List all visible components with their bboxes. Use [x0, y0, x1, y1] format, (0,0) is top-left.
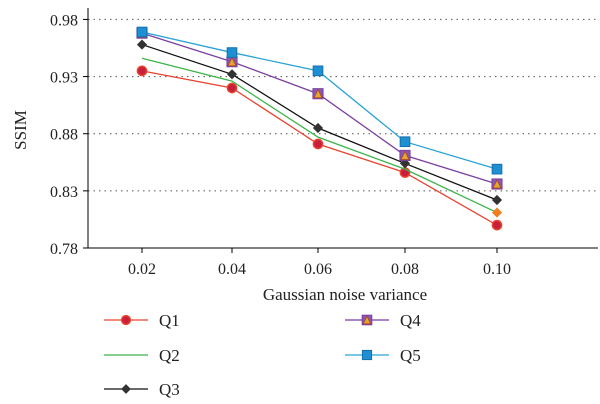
data-point-marker	[312, 65, 324, 77]
series-q4	[136, 27, 503, 190]
data-point-marker	[136, 39, 148, 50]
x-tick-labels: 0.02 0.04 0.06 0.08 0.10	[128, 248, 511, 278]
data-point-marker-inner	[362, 315, 372, 325]
data-point-marker	[312, 122, 324, 134]
legend-item-q1: Q1	[104, 311, 180, 330]
data-point-marker	[491, 194, 503, 206]
series-layer	[136, 26, 503, 231]
series-line	[141, 32, 498, 185]
data-point-marker	[399, 136, 411, 148]
legend-label: Q2	[159, 346, 180, 365]
data-point-marker	[226, 47, 238, 58]
x-tick-label: 0.10	[483, 261, 511, 278]
y-tick-label: 0.88	[50, 127, 78, 144]
data-point-marker	[226, 82, 238, 94]
y-tick-label: 0.78	[50, 241, 78, 258]
data-point-marker-inner	[492, 179, 502, 189]
data-point-marker	[120, 314, 132, 326]
series-q3	[136, 39, 503, 206]
legend-item-q3: Q3	[104, 380, 180, 399]
legend-item-q5: Q5	[345, 346, 421, 365]
x-tick-label: 0.08	[391, 261, 419, 278]
x-tick-label: 0.06	[304, 261, 332, 278]
series-q1	[136, 65, 503, 231]
x-tick-label: 0.02	[128, 261, 156, 278]
legend-item-q2: Q2	[104, 346, 180, 365]
grid-lines	[88, 18, 598, 192]
x-axis-label: Gaussian noise variance	[263, 285, 427, 304]
legend-item-q4: Q4	[345, 311, 421, 330]
series-line	[141, 57, 498, 214]
y-tick-labels: 0.78 0.83 0.88 0.93 0.98	[50, 12, 88, 258]
data-point-marker	[399, 158, 411, 169]
legend: Q1 Q2 Q3 Q4 Q5	[104, 311, 421, 399]
data-point-marker	[226, 69, 238, 80]
axes	[87, 8, 598, 249]
series-q5	[136, 26, 503, 175]
data-point-marker	[312, 138, 324, 150]
data-point-marker-inner	[227, 56, 237, 67]
data-point-marker	[136, 65, 148, 77]
data-point-marker	[361, 349, 373, 361]
data-point-marker	[121, 384, 131, 394]
legend-label: Q3	[159, 380, 180, 399]
legend-label: Q5	[400, 346, 421, 365]
y-tick-label: 0.98	[50, 12, 78, 29]
data-point-marker	[491, 219, 503, 231]
data-point-marker	[136, 26, 148, 38]
legend-label: Q1	[159, 311, 180, 330]
data-point-marker	[491, 163, 503, 175]
data-point-marker-inner	[313, 88, 323, 99]
data-point-marker-inner	[400, 150, 410, 160]
legend-label: Q4	[400, 311, 421, 330]
data-point-marker	[491, 207, 503, 218]
y-tick-label: 0.83	[50, 184, 78, 201]
y-tick-label: 0.93	[50, 70, 78, 87]
y-axis-label: SSIM	[11, 110, 30, 150]
series-q2	[141, 57, 503, 218]
x-tick-label: 0.04	[218, 261, 246, 278]
